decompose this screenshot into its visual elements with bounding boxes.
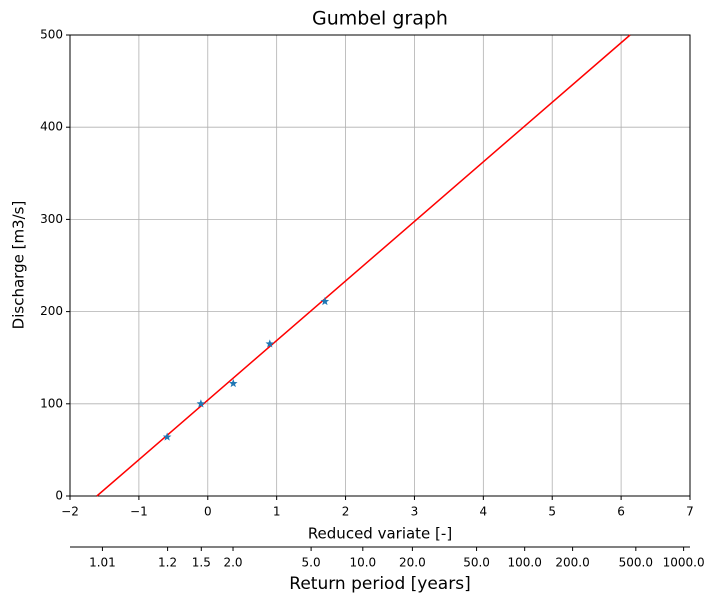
data-point bbox=[228, 379, 238, 388]
secondary-tick-label: 1000.0 bbox=[663, 556, 705, 570]
data-point bbox=[265, 339, 275, 348]
secondary-tick-label: 2.0 bbox=[223, 556, 242, 570]
x-tick-label: −2 bbox=[61, 505, 79, 519]
chart-title: Gumbel graph bbox=[312, 8, 448, 30]
y-axis-label: Discharge [m3/s] bbox=[10, 201, 28, 330]
x-tick-label: 5 bbox=[548, 505, 556, 519]
x-tick-label: 4 bbox=[480, 505, 488, 519]
y-tick-label: 100 bbox=[40, 396, 63, 410]
secondary-tick-label: 1.2 bbox=[158, 556, 177, 570]
secondary-tick-label: 1.5 bbox=[192, 556, 211, 570]
data-point bbox=[320, 296, 330, 306]
x-tick-label: 0 bbox=[204, 505, 212, 519]
x-tick-label: 7 bbox=[686, 505, 694, 519]
y-tick-label: 0 bbox=[55, 489, 63, 503]
secondary-tick-label: 100.0 bbox=[507, 556, 541, 570]
x-tick-label: 2 bbox=[342, 505, 350, 519]
data-point bbox=[162, 432, 172, 441]
x-tick-label: 1 bbox=[273, 505, 281, 519]
x-axis-label: Reduced variate [-] bbox=[308, 525, 452, 543]
x-tick-label: 6 bbox=[617, 505, 625, 519]
secondary-tick-label: 1.01 bbox=[89, 556, 116, 570]
x-tick-label: −1 bbox=[130, 505, 148, 519]
x-tick-label: 3 bbox=[411, 505, 419, 519]
y-tick-label: 400 bbox=[40, 120, 63, 134]
y-tick-label: 500 bbox=[40, 28, 63, 42]
plot-frame bbox=[69, 34, 691, 497]
secondary-tick-label: 10.0 bbox=[349, 556, 376, 570]
fit-line bbox=[96, 34, 631, 497]
secondary-tick-label: 500.0 bbox=[619, 556, 653, 570]
secondary-axis-label: Return period [years] bbox=[289, 574, 470, 594]
secondary-tick-label: 5.0 bbox=[302, 556, 321, 570]
y-tick-label: 200 bbox=[40, 304, 63, 318]
y-tick-label: 300 bbox=[40, 212, 63, 226]
secondary-tick-label: 50.0 bbox=[463, 556, 490, 570]
data-point bbox=[196, 399, 206, 408]
secondary-tick-label: 20.0 bbox=[399, 556, 426, 570]
secondary-tick-label: 200.0 bbox=[555, 556, 589, 570]
